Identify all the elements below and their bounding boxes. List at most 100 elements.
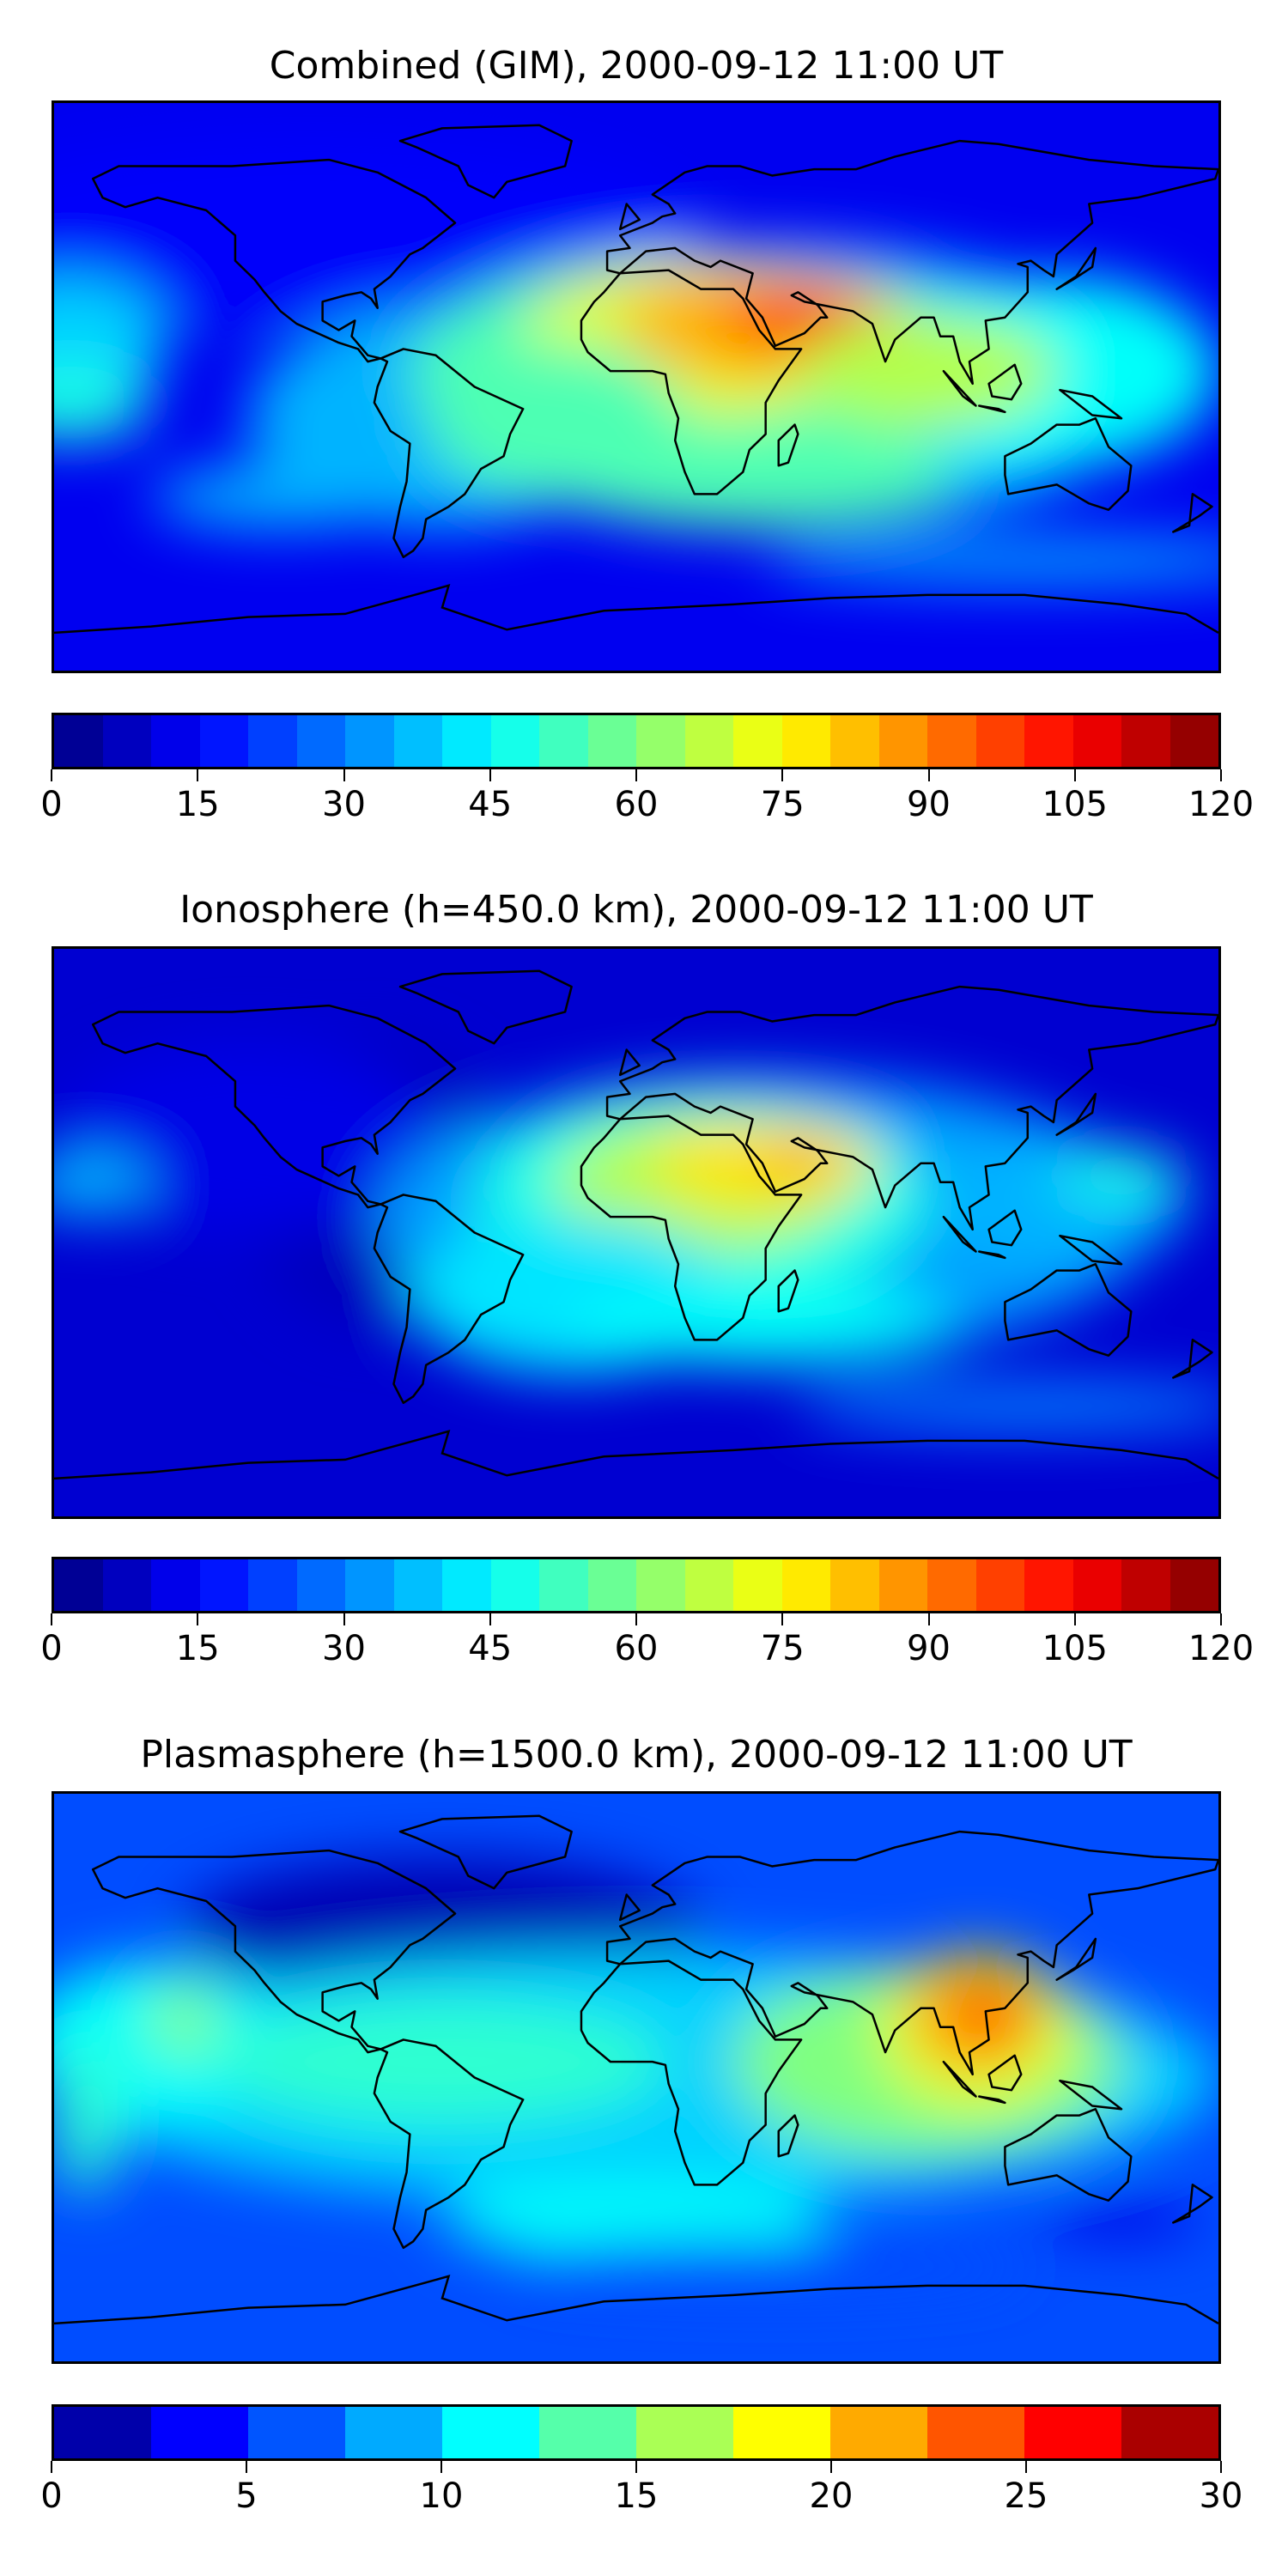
tec-region bbox=[151, 465, 410, 529]
coastline bbox=[607, 1832, 1218, 2075]
colorbar-tick-label: 75 bbox=[760, 1629, 805, 1668]
colorbar-tick-label: 30 bbox=[1199, 2476, 1243, 2516]
tec-region bbox=[765, 535, 1218, 586]
colorbar-tick-label: 0 bbox=[40, 1629, 63, 1668]
panel-3-colorbar bbox=[52, 2404, 1221, 2461]
tec-region bbox=[54, 364, 151, 440]
colorbar-segment bbox=[393, 715, 442, 767]
coastline-antarctica bbox=[54, 2276, 1218, 2324]
colorbar-segment bbox=[539, 715, 588, 767]
colorbar-segment bbox=[1121, 715, 1170, 767]
coastline bbox=[620, 1895, 640, 1920]
tec-contour-fill bbox=[54, 134, 1218, 586]
tec-region bbox=[442, 2181, 830, 2257]
colorbar-segment bbox=[1170, 715, 1218, 767]
colorbar-segment bbox=[345, 715, 394, 767]
colorbar-tick-mark bbox=[635, 769, 637, 781]
colorbar-tick-label: 15 bbox=[614, 2476, 659, 2516]
colorbar-tick-mark bbox=[1220, 1613, 1222, 1625]
colorbar-tick-label: 30 bbox=[322, 785, 366, 824]
colorbar-tick-mark bbox=[1073, 769, 1076, 781]
colorbar-segment bbox=[539, 2407, 636, 2458]
colorbar-tick-mark bbox=[1220, 769, 1222, 781]
colorbar-tick-mark bbox=[197, 1613, 199, 1625]
colorbar-segment bbox=[442, 1559, 491, 1611]
tec-contour-fill bbox=[54, 1856, 1218, 2293]
coastline bbox=[1005, 2109, 1131, 2200]
colorbar-segment bbox=[54, 2407, 151, 2458]
coastline bbox=[620, 1050, 640, 1075]
coastline bbox=[944, 1217, 976, 1251]
colorbar-segment bbox=[975, 1559, 1024, 1611]
coastline bbox=[1173, 2184, 1212, 2222]
panel-3-map bbox=[52, 1791, 1221, 2364]
coastline-antarctica bbox=[54, 1431, 1218, 1479]
colorbar-tick-label: 45 bbox=[468, 1629, 513, 1668]
coastline bbox=[1005, 1264, 1131, 1355]
colorbar-segment bbox=[248, 715, 297, 767]
colorbar-tick-label: 60 bbox=[614, 785, 659, 824]
colorbar-segment bbox=[1170, 1559, 1218, 1611]
colorbar-tick-label: 45 bbox=[468, 785, 513, 824]
tec-region bbox=[571, 434, 960, 529]
colorbar-segment bbox=[733, 2407, 830, 2458]
coastline bbox=[400, 125, 572, 197]
coastline bbox=[581, 270, 801, 495]
colorbar-segment bbox=[442, 2407, 539, 2458]
colorbar-segment bbox=[927, 1559, 976, 1611]
colorbar-segment bbox=[539, 1559, 588, 1611]
coastline bbox=[979, 1252, 1005, 1258]
coastline bbox=[1060, 2081, 1121, 2109]
tec-map-canvas bbox=[54, 949, 1218, 1516]
colorbar-segment bbox=[781, 1559, 830, 1611]
colorbar-tick-label: 10 bbox=[419, 2476, 464, 2516]
coastline bbox=[1057, 248, 1096, 289]
coastline bbox=[607, 141, 1218, 384]
colorbar-segment bbox=[102, 1559, 151, 1611]
tec-region bbox=[1056, 1151, 1187, 1201]
tec-region bbox=[959, 1996, 1024, 2046]
panel-2-colorbar bbox=[52, 1557, 1221, 1613]
coastline bbox=[944, 2062, 976, 2096]
colorbar-segment bbox=[975, 715, 1024, 767]
coastline bbox=[979, 2097, 1005, 2103]
coastline bbox=[1057, 1939, 1096, 1980]
colorbar-tick-label: 120 bbox=[1188, 785, 1255, 824]
colorbar-tick-mark bbox=[1025, 2461, 1027, 2473]
coastline-antarctica bbox=[54, 586, 1218, 633]
colorbar-segment bbox=[151, 1559, 200, 1611]
coastline bbox=[944, 371, 976, 405]
colorbar-tick-label: 120 bbox=[1188, 1629, 1255, 1668]
colorbar-segment bbox=[199, 715, 248, 767]
panel-2-title: Ionosphere (h=450.0 km), 2000-09-12 11:0… bbox=[179, 888, 1093, 932]
tec-region bbox=[781, 292, 860, 331]
colorbar-tick-mark bbox=[1073, 1613, 1076, 1625]
colorbar-segment bbox=[878, 1559, 927, 1611]
colorbar-segment bbox=[733, 715, 782, 767]
coastline bbox=[93, 1850, 455, 2052]
coastline bbox=[989, 365, 1022, 399]
colorbar-tick-mark bbox=[343, 769, 345, 781]
colorbar-segment bbox=[1072, 715, 1121, 767]
coastline bbox=[1173, 1340, 1212, 1377]
colorbar-tick-mark bbox=[489, 769, 491, 781]
colorbar-segment bbox=[636, 715, 685, 767]
coastline bbox=[1060, 1236, 1121, 1264]
colorbar-segment bbox=[54, 1559, 103, 1611]
coastline bbox=[779, 1271, 799, 1312]
colorbar-segment bbox=[733, 1559, 782, 1611]
colorbar-tick-mark bbox=[246, 2461, 247, 2473]
colorbar-tick-label: 90 bbox=[907, 785, 951, 824]
coastline bbox=[581, 1116, 801, 1340]
colorbar-segment bbox=[587, 715, 636, 767]
colorbar-segment bbox=[927, 2407, 1024, 2458]
colorbar-tick-mark bbox=[635, 1613, 637, 1625]
colorbar-tick-mark bbox=[1220, 2461, 1222, 2473]
coastlines bbox=[54, 971, 1218, 1479]
colorbar-tick-label: 5 bbox=[235, 2476, 258, 2516]
coastline bbox=[581, 1961, 801, 2185]
colorbar-tick-label: 15 bbox=[175, 785, 220, 824]
coastline bbox=[1005, 418, 1131, 509]
colorbar-tick-label: 60 bbox=[614, 1629, 659, 1668]
colorbar-segment bbox=[830, 715, 879, 767]
